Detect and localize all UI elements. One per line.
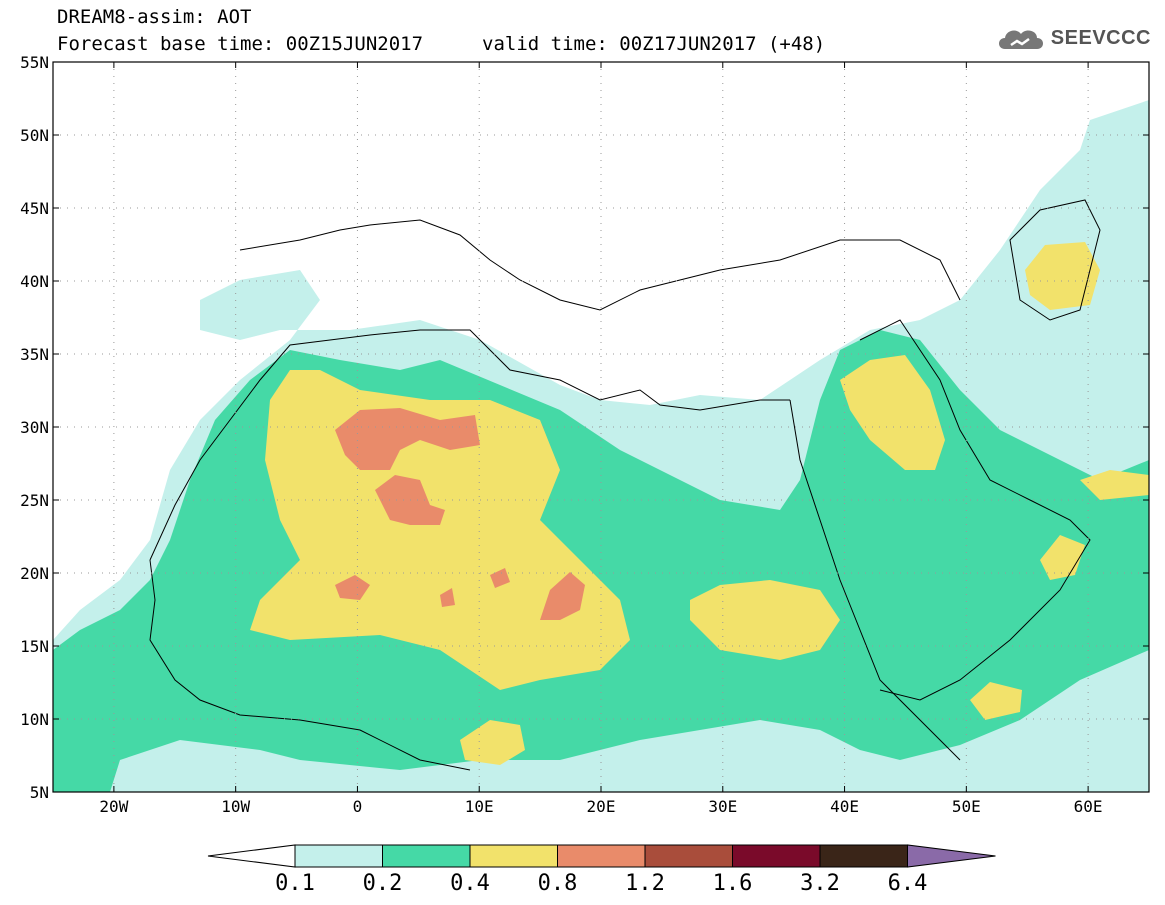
aot-contour-0.4 [1080,470,1149,500]
aot-contour-0.4 [460,720,525,765]
aot-contour-0.8 [540,572,585,620]
colorbar-swatch [557,844,646,868]
base-time: Forecast base time: 00Z15JUN2017 [57,33,424,55]
lat-label: 45N [20,199,49,218]
lat-label: 15N [20,637,49,656]
lon-label: 20W [99,797,128,816]
lon-label: 40E [830,797,859,816]
colorbar-arrow-low [207,844,296,868]
lon-axis: 20W 10W 0 10E 20E 30E 40E 50E 60E [99,62,1103,816]
lon-label: 20E [587,797,616,816]
colorbar-label: 0.2 [363,871,403,896]
chart-title: DREAM8-assim: AOT [57,6,252,28]
aot-contour-0.4 [970,682,1022,720]
aot-contour-0.4 [840,355,945,470]
colorbar-swatch [469,844,558,868]
aot-contour-0.4 [1040,535,1085,580]
lon-label: 10E [465,797,494,816]
colorbar-swatch [644,844,733,868]
colorbar-label: 6.4 [888,871,928,896]
lat-label: 55N [20,53,49,72]
lat-label: 25N [20,491,49,510]
colorbar-swatch [732,844,821,868]
aot-contour-0.8 [440,588,455,607]
cloud-icon [998,30,1043,49]
aot-contour-0.8 [335,408,480,470]
aot-contour-0.4 [1025,242,1100,310]
colorbar-swatch [294,844,383,868]
lat-label: 20N [20,564,49,583]
coastline-caspian [1009,199,1101,321]
colorbar-label: 0.8 [538,871,578,896]
lat-label: 35N [20,345,49,364]
colorbar-label: 0.4 [450,871,490,896]
colorbar-label: 0.1 [275,871,315,896]
colorbar-label: 1.6 [713,871,753,896]
logo-text: SEEVCCC [1050,26,1151,49]
lat-label: 5N [30,783,49,802]
lon-label: 60E [1074,797,1103,816]
colorbar-label: 1.2 [625,871,665,896]
lat-axis: 55N 50N 45N 40N 35N 30N 25N 20N 15N 10N 5N [20,53,1149,802]
lat-label: 50N [20,126,49,145]
lon-label: 10W [221,797,250,816]
lat-label: 30N [20,418,49,437]
lon-label: 50E [952,797,981,816]
colorbar-swatch [819,844,908,868]
aot-contour-0.8 [335,575,370,600]
coastline-red-sea [789,399,961,761]
aot-contour-0.4 [690,580,840,660]
gridlines [53,62,1149,792]
coastline-arabia [859,319,1091,701]
lat-label: 10N [20,710,49,729]
coastline-africa-west [149,559,471,771]
lon-label: 30E [708,797,737,816]
colorbar-label: 3.2 [800,871,840,896]
coastline-europe [239,219,961,311]
valid-time: valid time: 00Z17JUN2017 (+48) [482,33,826,55]
colorbar-swatch [382,844,471,868]
lon-label: 0 [353,797,363,816]
coastline-africa-north [149,329,790,561]
colorbar: 0.1 0.2 0.4 0.8 1.2 1.6 3.2 6.4 [207,844,996,896]
lat-label: 40N [20,272,49,291]
seevccc-logo: SEEVCCC [995,22,1151,54]
aot-field [53,100,1149,792]
colorbar-arrow-high [907,844,996,868]
coastlines [149,199,1101,771]
